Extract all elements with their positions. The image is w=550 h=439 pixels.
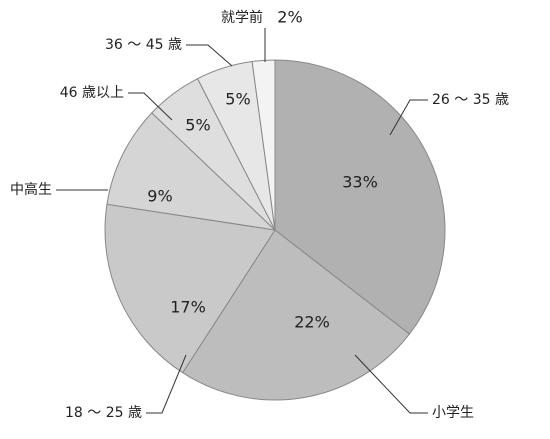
pie-slice: [106, 112, 277, 231]
leader-line: [146, 354, 187, 414]
value-label: 9%: [147, 187, 172, 206]
value-label: 5%: [185, 116, 210, 135]
category-label: 小学生: [432, 405, 474, 421]
category-label: 18 〜 25 歳: [65, 405, 142, 421]
value-label: 5%: [225, 90, 250, 109]
value-label: 2%: [277, 8, 302, 27]
value-label: 17%: [170, 298, 206, 317]
value-label: 33%: [342, 173, 378, 192]
value-label: 22%: [294, 313, 330, 332]
pie-slice: [251, 59, 276, 231]
category-label: 46 歳以上: [60, 85, 124, 101]
leader-line: [389, 99, 428, 136]
leader-line: [128, 92, 173, 121]
category-label: 36 〜 45 歳: [105, 37, 182, 53]
category-label: 就学前: [221, 9, 263, 26]
category-label: 26 〜 35 歳: [432, 92, 509, 108]
pie-slice: [274, 59, 446, 335]
pie-slice: [104, 203, 276, 374]
category-label: 中高生: [10, 181, 52, 198]
leader-line: [186, 44, 233, 67]
pie-slice: [181, 229, 411, 401]
leader-line: [354, 354, 428, 414]
